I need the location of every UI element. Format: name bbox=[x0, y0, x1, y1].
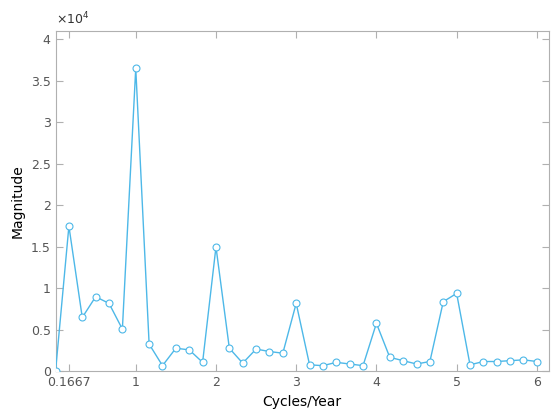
Text: $\times10^4$: $\times10^4$ bbox=[55, 11, 89, 28]
Y-axis label: Magnitude: Magnitude bbox=[11, 164, 25, 238]
X-axis label: Cycles/Year: Cycles/Year bbox=[263, 395, 342, 409]
